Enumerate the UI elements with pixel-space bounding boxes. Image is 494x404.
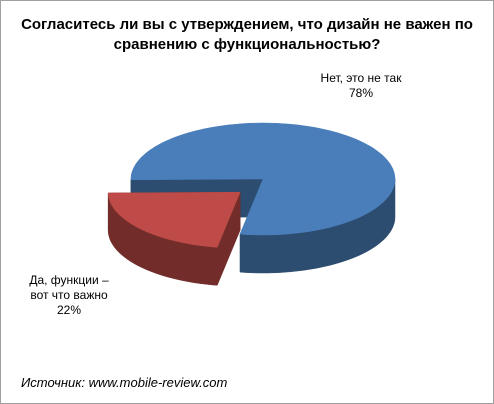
category-label: Да, функции – вот что важно — [29, 273, 109, 302]
chart-title: Согласитесь ли вы с утверждением, что ди… — [21, 16, 473, 53]
slice — [107, 191, 241, 248]
slice — [130, 122, 396, 236]
slice-label: Да, функции – вот что важно 22% — [29, 273, 109, 318]
source-note: Источник: www.mobile-review.com — [21, 375, 228, 390]
category-label: Нет, это не так — [320, 71, 402, 85]
value-label: 78% — [348, 86, 374, 100]
slice-label: Нет, это не так 78% — [319, 71, 403, 101]
value-label: 22% — [56, 303, 82, 317]
